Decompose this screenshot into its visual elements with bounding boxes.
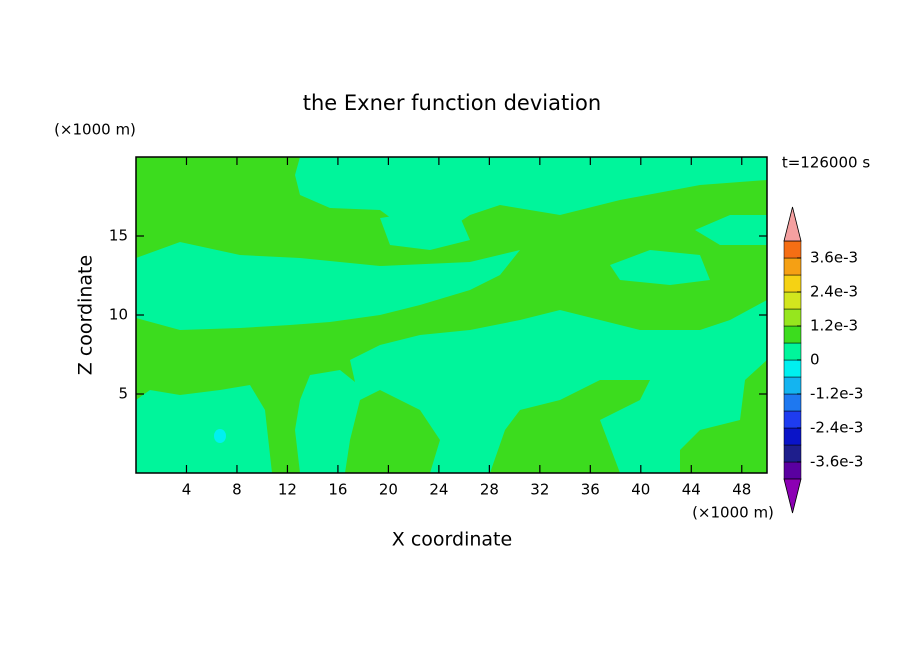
colorbar-bin bbox=[783, 240, 802, 259]
colorbar-label: -2.4e-3 bbox=[810, 419, 863, 437]
y-tick-label: 15 bbox=[109, 227, 128, 245]
field-region bbox=[610, 250, 710, 285]
x-tick-label: 44 bbox=[682, 481, 701, 499]
x-tick-label: 24 bbox=[429, 481, 448, 499]
x-tick-label: 16 bbox=[328, 481, 347, 499]
y-tick-label: 10 bbox=[109, 306, 128, 324]
colorbar-label: -3.6e-3 bbox=[810, 453, 863, 471]
x-unit: (×1000 m) bbox=[692, 504, 774, 522]
colorbar-bin bbox=[783, 308, 802, 327]
colorbar-bin bbox=[783, 291, 802, 310]
colorbar: 3.6e-3 2.4e-3 1.2e-3 0 -1.2e-3 -2.4e-3 -3.6e-3 bbox=[783, 206, 863, 514]
x-tick-label: 40 bbox=[631, 481, 650, 499]
colorbar-bin bbox=[783, 325, 802, 344]
colorbar-bin bbox=[783, 410, 802, 429]
field-region bbox=[136, 385, 272, 473]
field-region bbox=[380, 212, 470, 250]
x-tick-label: 28 bbox=[480, 481, 499, 499]
colorbar-bin bbox=[783, 274, 802, 293]
colorbar-bin bbox=[783, 461, 802, 480]
chart-title: the Exner function deviation bbox=[303, 91, 601, 115]
x-tick-label: 32 bbox=[530, 481, 549, 499]
colorbar-bin bbox=[783, 427, 802, 446]
x-axis-label: X coordinate bbox=[392, 529, 512, 551]
x-tick-label: 4 bbox=[182, 481, 192, 499]
field-region bbox=[136, 242, 520, 330]
y-unit: (×1000 m) bbox=[54, 121, 136, 139]
field bbox=[136, 157, 767, 473]
field-region bbox=[695, 215, 767, 245]
x-tick-label: 20 bbox=[379, 481, 398, 499]
x-tick-label: 12 bbox=[278, 481, 297, 499]
y-axis-label: Z coordinate bbox=[75, 255, 97, 375]
colorbar-label: 2.4e-3 bbox=[810, 283, 858, 301]
colorbar-label: -1.2e-3 bbox=[810, 385, 863, 403]
colorbar-bin bbox=[783, 393, 802, 412]
y-tick-label: 5 bbox=[118, 385, 128, 403]
colorbar-under bbox=[783, 478, 802, 514]
colorbar-label: 3.6e-3 bbox=[810, 249, 858, 267]
field-region bbox=[295, 300, 767, 473]
colorbar-bin bbox=[783, 376, 802, 395]
x-tick-label: 8 bbox=[232, 481, 242, 499]
x-tick-label: 48 bbox=[732, 481, 751, 499]
field-region bbox=[214, 429, 226, 443]
time-label: t=126000 s bbox=[782, 154, 870, 172]
colorbar-over bbox=[783, 206, 802, 242]
colorbar-bin bbox=[783, 342, 802, 361]
colorbar-label: 0 bbox=[810, 351, 820, 369]
x-tick-label: 36 bbox=[581, 481, 600, 499]
colorbar-bin bbox=[783, 444, 802, 463]
colorbar-label: 1.2e-3 bbox=[810, 317, 858, 335]
colorbar-bin bbox=[783, 257, 802, 276]
colorbar-bin bbox=[783, 359, 802, 378]
